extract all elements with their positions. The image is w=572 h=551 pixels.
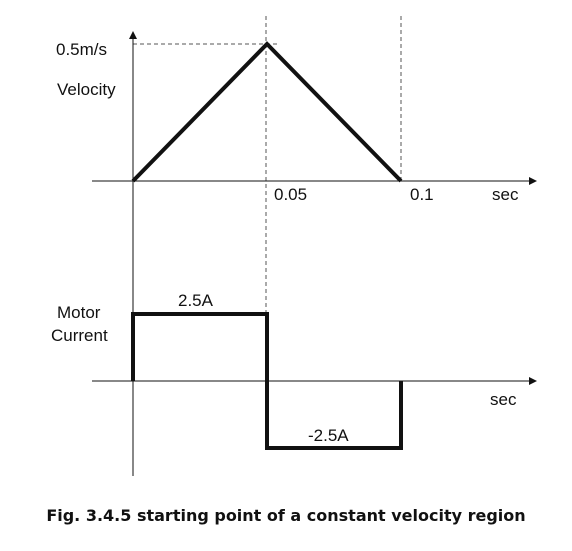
current-axis-label-line1: Motor [57,303,101,322]
velocity-curve [131,41,403,183]
positive-current-label: 2.5A [178,291,214,310]
velocity-time-unit: sec [492,185,519,204]
tick-label-end: 0.1 [410,185,434,204]
negative-current-label: -2.5A [308,426,349,445]
peak-velocity-label: 0.5m/s [56,40,107,59]
tick-label-mid: 0.05 [274,185,307,204]
velocity-axis-label: Velocity [57,80,116,99]
current-axis-label-line2: Current [51,326,108,345]
current-curve [131,312,403,450]
current-time-unit: sec [490,390,517,409]
figure-caption: Fig. 3.4.5 starting point of a constant … [46,506,526,525]
